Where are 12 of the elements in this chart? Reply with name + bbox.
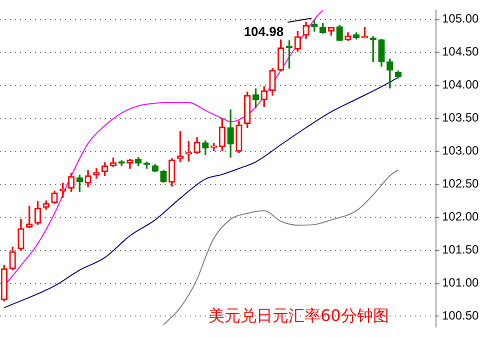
y-tick-label: 105.00 <box>442 12 480 26</box>
y-tick-label: 104.50 <box>442 44 480 59</box>
y-tick-label: 103.00 <box>442 144 480 158</box>
y-tick-label: 101.00 <box>442 276 480 290</box>
annotation: 104.98 <box>244 24 284 39</box>
y-tick-label: 103.50 <box>442 110 480 125</box>
y-tick-label: 101.50 <box>442 242 480 257</box>
y-tick-label: 100.50 <box>442 308 480 323</box>
y-tick-label: 102.00 <box>442 210 480 224</box>
y-tick-label: 104.00 <box>442 78 480 92</box>
text: 美元兑日元汇率60分钟图 <box>208 306 389 325</box>
y-tick-label: 102.50 <box>442 176 480 191</box>
